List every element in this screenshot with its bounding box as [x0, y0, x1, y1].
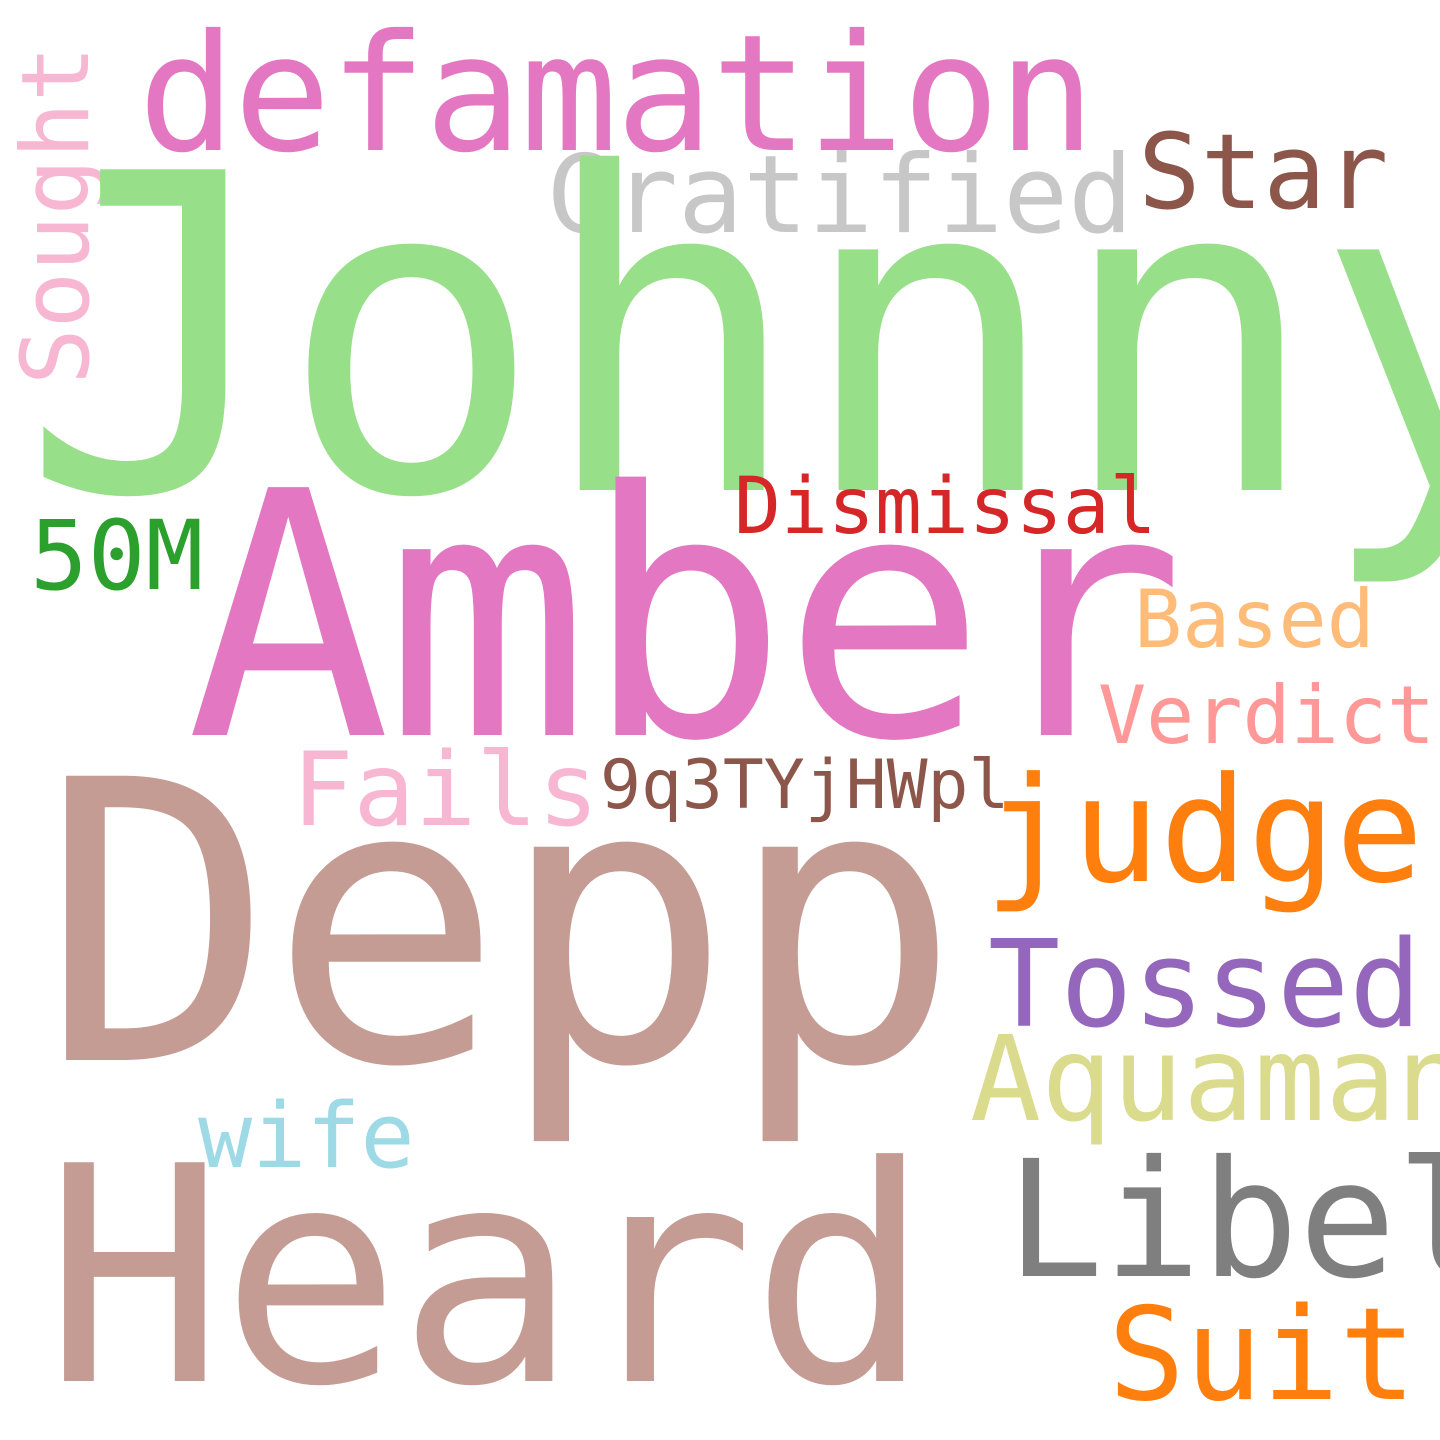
word-wife: wife [198, 1084, 415, 1189]
word-judge: judge [984, 746, 1424, 916]
word-star: Star [1138, 111, 1389, 233]
word-aquaman: Aquaman [970, 1010, 1440, 1148]
word-fails: Fails [292, 731, 600, 850]
word-libel: Libel [1006, 1127, 1440, 1315]
word-johnny: Johnny [20, 82, 1440, 594]
word-50m: 50M [30, 500, 204, 612]
word-based: Based [1134, 573, 1375, 666]
word-suit: Suit [1108, 1281, 1417, 1430]
word-tossed: Tossed [988, 916, 1422, 1055]
word-code: 9q3TYjHWpl [600, 746, 1010, 825]
word-gratified: Gratified [548, 133, 1134, 258]
word-verdict: Verdict [1098, 669, 1436, 762]
word-heard: Heard [44, 1103, 931, 1440]
word-defamation: defamation [138, 1, 1095, 189]
word-dismissal: Dismissal [734, 462, 1157, 552]
word-depp: Depp [40, 698, 961, 1152]
word-amber: Amber [186, 420, 1185, 816]
